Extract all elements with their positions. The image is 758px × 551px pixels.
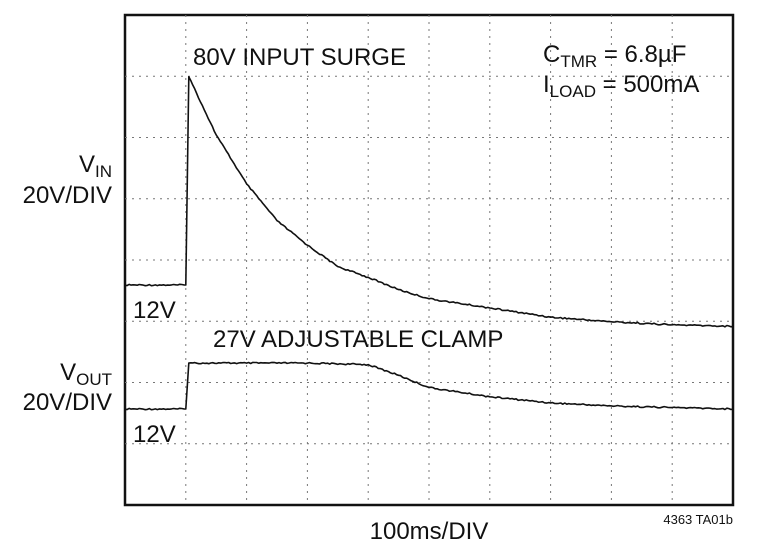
vin-scale: 20V/DIV bbox=[23, 182, 112, 209]
x-axis-label: 100ms/DIV bbox=[370, 518, 489, 545]
vin-trace bbox=[124, 76, 734, 328]
vout-scale: 20V/DIV bbox=[23, 389, 112, 416]
vin-baseline-label: 12V bbox=[133, 297, 176, 324]
vout-trace bbox=[124, 361, 734, 411]
vout-baseline-label: 12V bbox=[133, 421, 176, 448]
traces bbox=[124, 76, 734, 411]
vout-label: VOUT bbox=[60, 359, 112, 389]
ctmr-annotation: CTMR = 6.8µF bbox=[543, 41, 686, 71]
clamp-annotation: 27V ADJUSTABLE CLAMP bbox=[213, 326, 503, 353]
iload-annotation: ILOAD = 500mA bbox=[543, 71, 699, 101]
surge-annotation: 80V INPUT SURGE bbox=[193, 44, 406, 71]
vin-label: VIN bbox=[79, 151, 112, 181]
figure-id: 4363 TA01b bbox=[663, 512, 733, 527]
